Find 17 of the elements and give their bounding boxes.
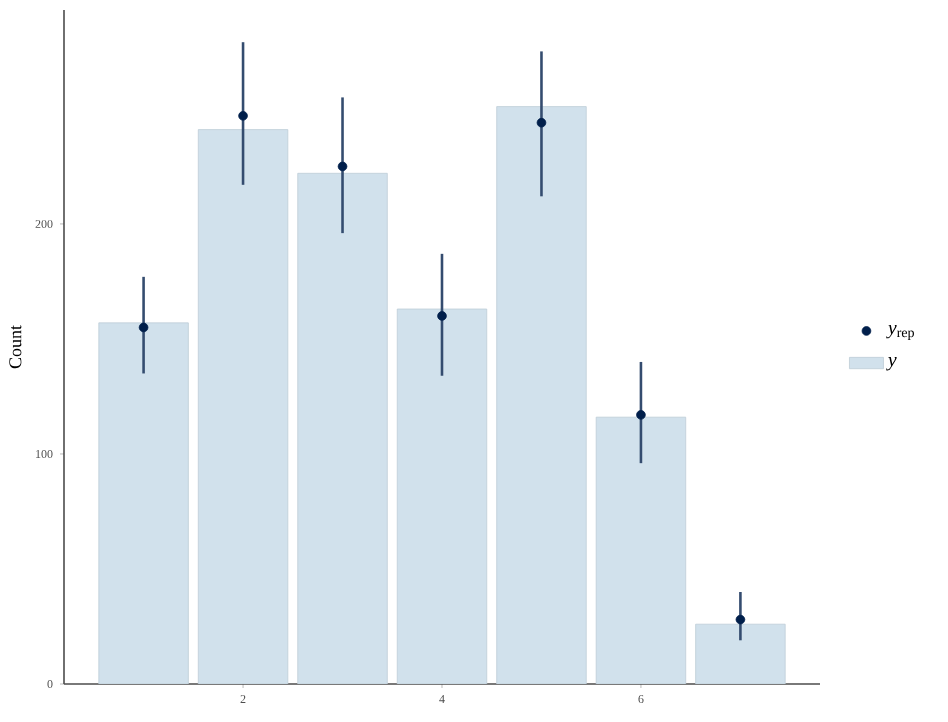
point [337,161,348,172]
legend-label: y$_{rep}$ [886,324,914,340]
point [536,117,547,128]
legend-label: y [886,356,897,371]
point [138,322,149,333]
point [437,311,447,321]
point [636,410,646,420]
bar [197,129,289,684]
bar [695,623,786,684]
bar [396,308,488,684]
bar [98,322,189,684]
bar [297,172,388,684]
bar [496,106,587,684]
point [735,614,746,625]
y-axis-title: Count [9,325,22,369]
point [238,111,248,121]
bar [595,416,687,684]
